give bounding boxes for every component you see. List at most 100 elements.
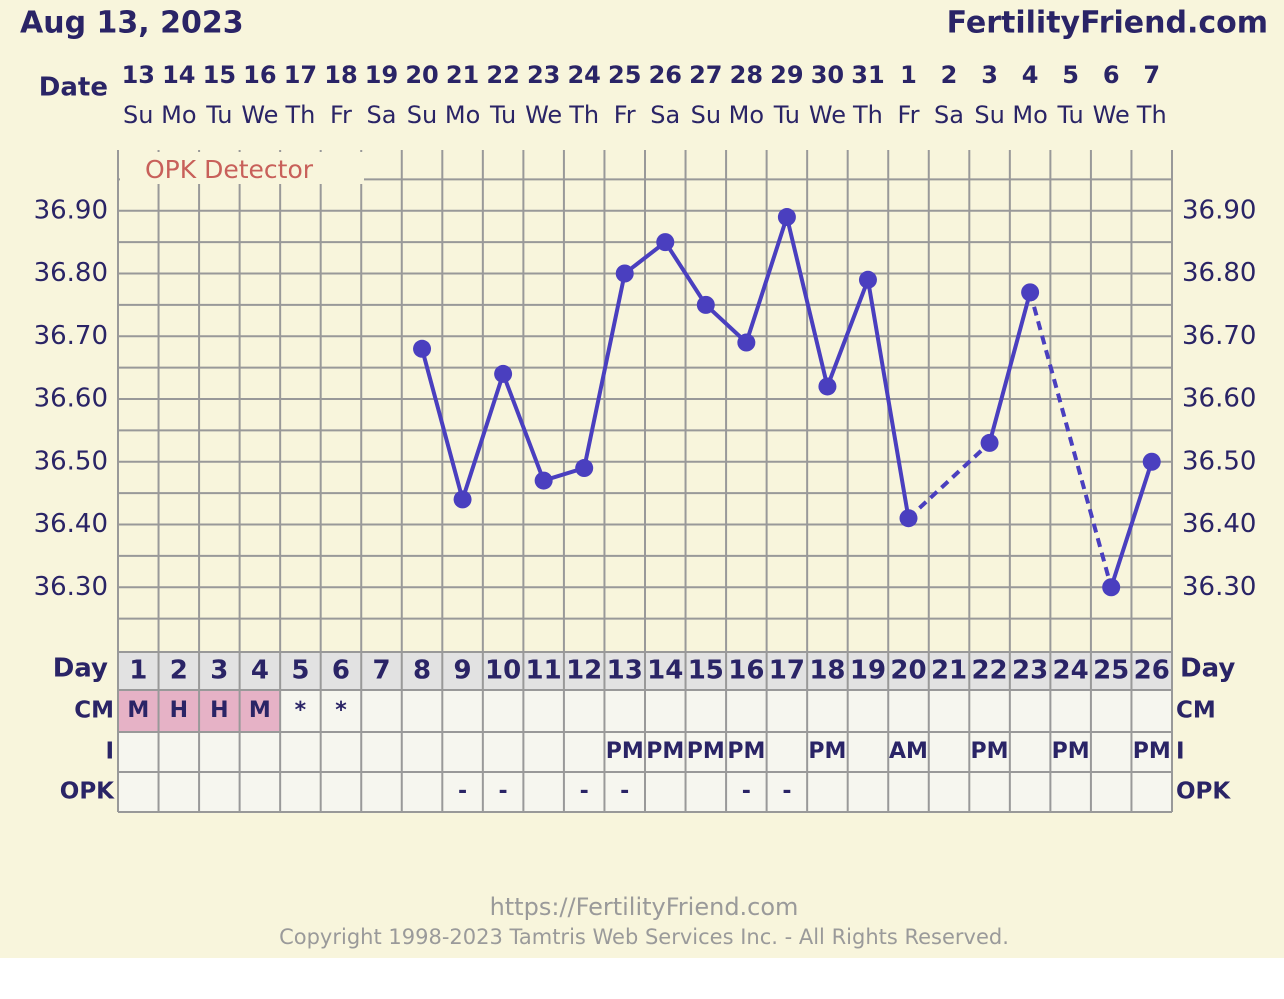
cell-value: - xyxy=(458,779,467,804)
cell-value: H xyxy=(170,698,188,723)
y-tick-label: 36.90 xyxy=(34,195,108,225)
date-label: 13 xyxy=(122,61,155,89)
temperature-point xyxy=(615,264,634,283)
weekday-label: Mo xyxy=(729,101,764,129)
day-number: 11 xyxy=(526,656,562,686)
date-label: 15 xyxy=(203,61,236,89)
cell-value: - xyxy=(620,779,629,804)
temperature-point xyxy=(494,364,513,383)
y2-tick-label: 36.40 xyxy=(1182,509,1256,539)
cell-value: * xyxy=(295,698,307,723)
row-label: OPK xyxy=(60,779,115,805)
cell-value: H xyxy=(210,698,228,723)
date-label: 20 xyxy=(405,61,438,89)
weekday-label: Fr xyxy=(614,101,636,129)
day-number: 1 xyxy=(129,656,147,686)
cell-value: PM xyxy=(606,739,644,764)
temperature-point xyxy=(777,208,796,227)
date-label: 3 xyxy=(981,61,998,89)
day-number: 17 xyxy=(769,656,805,686)
temperature-point xyxy=(534,471,553,490)
date-label: 14 xyxy=(162,61,195,89)
date-label: 6 xyxy=(1103,61,1120,89)
weekday-label: Fr xyxy=(898,101,920,129)
weekday-label: Sa xyxy=(934,101,964,129)
date-label: 26 xyxy=(649,61,682,89)
date-label: 25 xyxy=(608,61,641,89)
date-label: 1 xyxy=(900,61,917,89)
weekday-label: Th xyxy=(852,101,883,129)
date-label: 31 xyxy=(851,61,884,89)
temperature-point xyxy=(453,490,472,509)
weekday-label: We xyxy=(1093,101,1130,129)
date-label: 23 xyxy=(527,61,560,89)
weekday-label: Tu xyxy=(1057,101,1084,129)
weekday-label: Tu xyxy=(489,101,516,129)
y-tick-label: 36.70 xyxy=(34,321,108,351)
weekday-label: Mo xyxy=(161,101,196,129)
day-number: 20 xyxy=(890,656,926,686)
day-number: 23 xyxy=(1012,656,1048,686)
cell-value: - xyxy=(580,779,589,804)
date-label: 27 xyxy=(689,61,722,89)
copyright: Copyright 1998-2023 Tamtris Web Services… xyxy=(279,925,1009,949)
day-number: 26 xyxy=(1134,656,1170,686)
weekday-label: Su xyxy=(407,101,437,129)
temperature-point xyxy=(899,509,918,528)
weekday-label: We xyxy=(525,101,562,129)
row-label: I xyxy=(105,739,114,765)
cell-value: - xyxy=(782,779,791,804)
y-tick-label: 36.40 xyxy=(34,509,108,539)
date-label: 21 xyxy=(446,61,479,89)
temperature-point xyxy=(656,233,675,252)
temperature-point xyxy=(1102,578,1121,597)
cell-value: PM xyxy=(727,739,765,764)
weekday-label: Tu xyxy=(773,101,800,129)
weekday-label: We xyxy=(241,101,278,129)
day-number: 18 xyxy=(809,656,845,686)
day-number: 14 xyxy=(647,656,683,686)
cell-value: PM xyxy=(1133,739,1171,764)
y2-tick-label: 36.30 xyxy=(1182,572,1256,602)
weekday-label: Fr xyxy=(330,101,352,129)
day-number: 19 xyxy=(850,656,886,686)
date-label: 17 xyxy=(284,61,317,89)
weekday-label: We xyxy=(809,101,846,129)
day-number: 4 xyxy=(251,656,269,686)
date-label: Date xyxy=(39,73,108,103)
brand: FertilityFriend.com xyxy=(947,6,1268,41)
date-label: 24 xyxy=(567,61,600,89)
y2-tick-label: 36.60 xyxy=(1182,384,1256,414)
date-label: 2 xyxy=(941,61,958,89)
day-number: 21 xyxy=(931,656,967,686)
weekday-label: Mo xyxy=(445,101,480,129)
gap-connector xyxy=(907,441,991,520)
day-number: 22 xyxy=(971,656,1007,686)
y2-tick-label: 36.50 xyxy=(1182,446,1256,476)
day-number: 25 xyxy=(1093,656,1129,686)
y-tick-label: 36.60 xyxy=(34,384,108,414)
date-label: 28 xyxy=(730,61,763,89)
gap-connector xyxy=(1028,291,1114,588)
temperature-point xyxy=(413,339,432,358)
temperature-point xyxy=(818,377,837,396)
weekday-label: Sa xyxy=(367,101,397,129)
day-number: 24 xyxy=(1053,656,1089,686)
cell-highlight xyxy=(199,690,240,732)
weekday-label: Su xyxy=(974,101,1004,129)
date-label: 4 xyxy=(1022,61,1039,89)
date-label: 18 xyxy=(324,61,357,89)
cell-highlight xyxy=(158,690,200,732)
day-number: 6 xyxy=(332,656,350,686)
y-tick-label: 36.80 xyxy=(34,258,108,288)
temperature-point xyxy=(696,295,715,314)
day-number: 9 xyxy=(454,656,472,686)
date-label: 30 xyxy=(811,61,844,89)
weekday-label: Th xyxy=(1136,101,1167,129)
day-number: 2 xyxy=(170,656,188,686)
cell-highlight xyxy=(239,690,281,732)
cell-value: - xyxy=(499,779,508,804)
temperature-point xyxy=(737,333,756,352)
cell-value: M xyxy=(249,698,271,723)
